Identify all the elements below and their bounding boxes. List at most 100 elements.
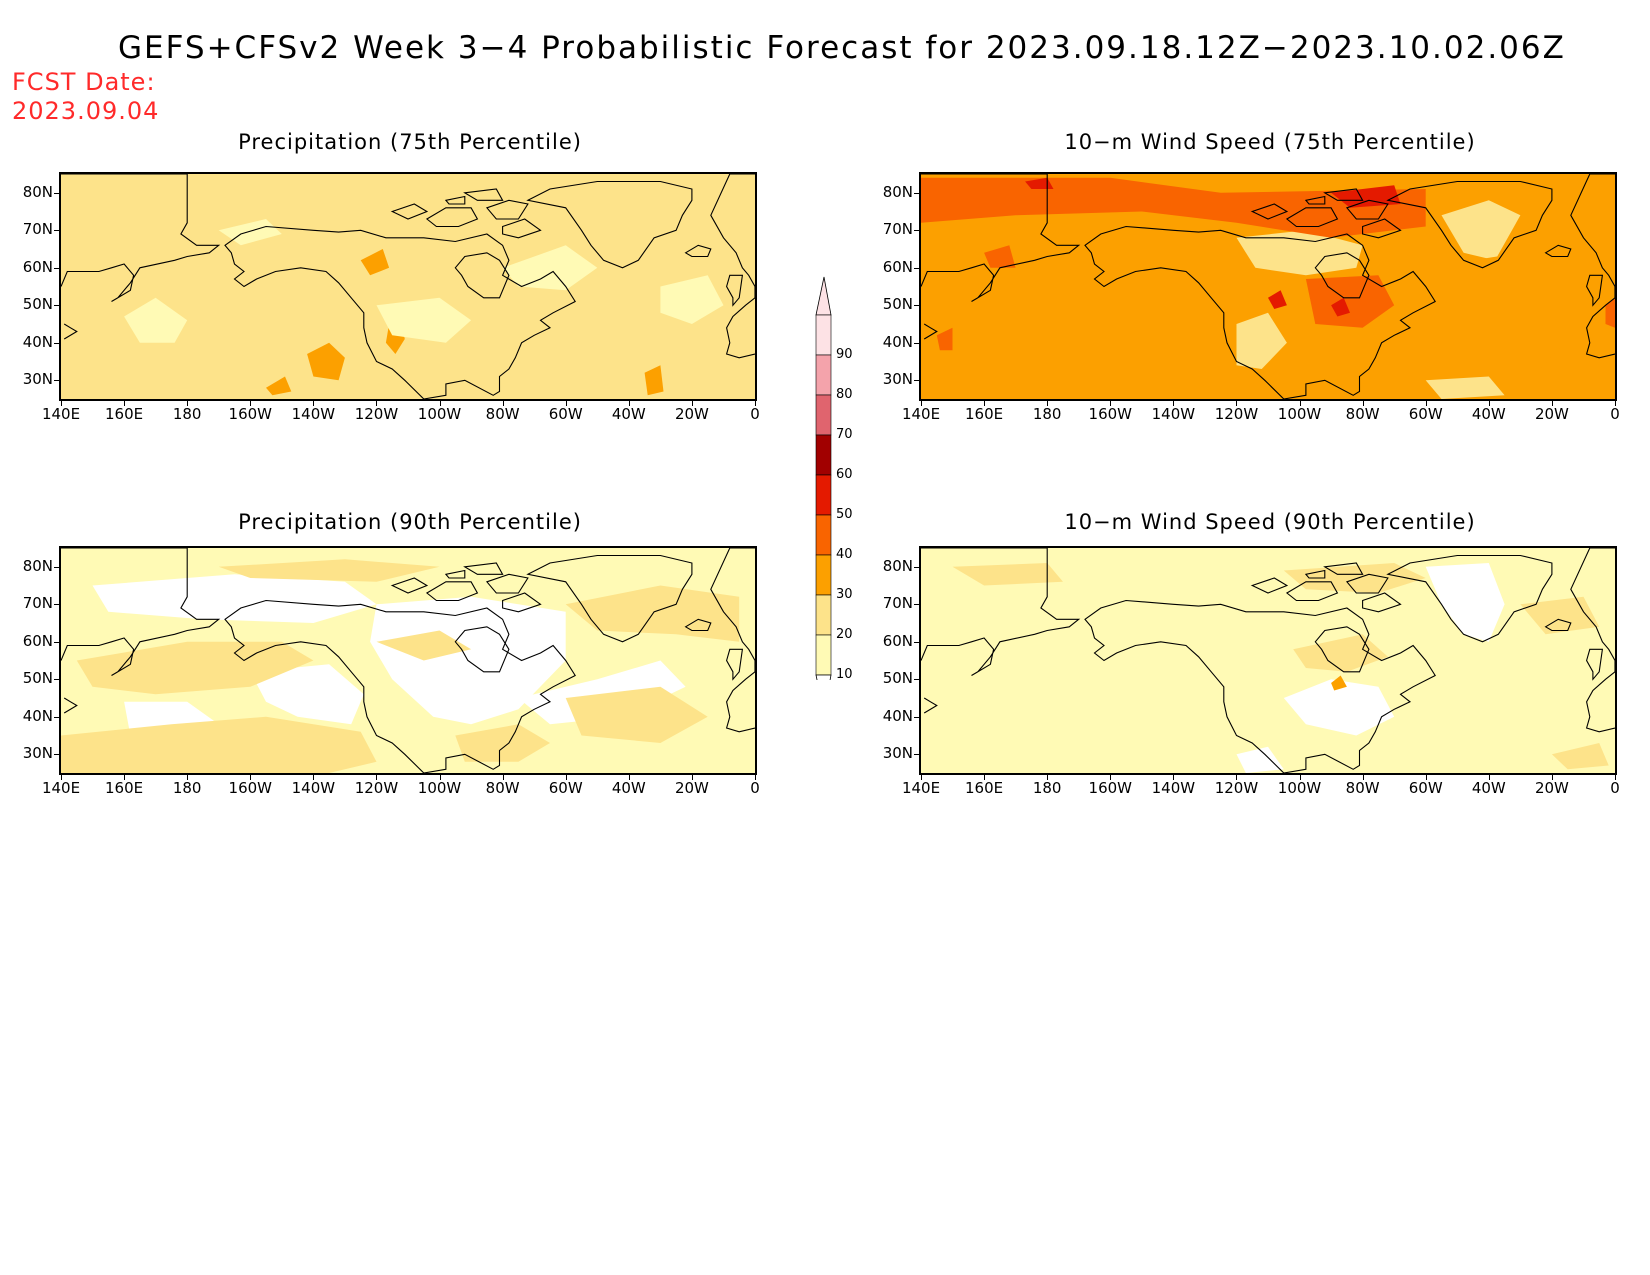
lat-label: 50N — [22, 295, 53, 314]
lat-label: 60N — [22, 257, 53, 276]
lat-tick — [914, 641, 919, 643]
lon-label: 160W — [228, 405, 272, 423]
contour-below-threshold — [1425, 563, 1505, 642]
lon-tick — [61, 401, 62, 406]
lat-tick — [914, 604, 919, 606]
lat-label: 40N — [882, 332, 913, 351]
lon-tick — [1236, 775, 1238, 780]
lat-tick — [54, 566, 59, 568]
lon-label: 120W — [1214, 405, 1259, 423]
contour-patch — [1605, 297, 1615, 328]
lon-label: 140E — [41, 405, 81, 423]
lon-label: 140W — [291, 405, 336, 423]
contour-below-threshold — [250, 664, 364, 725]
contour-patch — [124, 297, 188, 343]
contour-patch — [376, 297, 472, 343]
coastline-iceland — [1544, 618, 1572, 632]
lon-tick — [124, 401, 126, 406]
coastline-asia — [921, 548, 1081, 676]
lat-label: 80N — [882, 556, 913, 575]
contour-patch — [984, 245, 1016, 268]
coastline-arctic-island — [390, 577, 429, 594]
lon-tick — [1110, 775, 1112, 780]
coastline-arctic-island — [425, 581, 479, 602]
coastline-arctic-island — [1362, 592, 1402, 613]
panel-title-wind-90: 10−m Wind Speed (90th Percentile) — [1064, 510, 1476, 534]
map-panel-precip-75 — [59, 172, 757, 401]
lon-tick — [61, 775, 62, 780]
coastline-arctic-island — [463, 562, 504, 575]
lon-label: 140W — [1151, 779, 1196, 797]
lat-label: 60N — [22, 631, 53, 650]
coastline-arctic-island — [1362, 218, 1402, 239]
contour-patch — [1268, 290, 1287, 309]
lon-tick — [1425, 775, 1427, 780]
coastline-japan — [63, 323, 78, 340]
map-panel-wind-75 — [919, 172, 1617, 401]
colorbar-label: 60 — [836, 467, 853, 482]
lon-label: 0 — [750, 779, 760, 797]
contour-below-threshold — [92, 574, 377, 623]
lat-tick — [54, 192, 59, 194]
lat-tick — [914, 716, 919, 718]
lon-tick — [439, 401, 441, 406]
lon-tick — [628, 775, 630, 780]
lat-tick — [914, 754, 919, 756]
lon-label: 0 — [750, 405, 760, 423]
lon-tick — [1551, 401, 1553, 406]
contour-patch — [1331, 297, 1350, 317]
lat-label: 50N — [22, 669, 53, 688]
colorbar-label: 50 — [836, 507, 853, 522]
lon-label: 20W — [1534, 779, 1569, 797]
contour-patch — [660, 275, 724, 324]
coastline-arctic-island — [1323, 562, 1364, 575]
lat-label: 30N — [882, 744, 913, 763]
lon-label: 140E — [901, 405, 941, 423]
lon-tick — [1362, 775, 1364, 780]
lon-tick — [1362, 401, 1364, 406]
lon-label: 120W — [354, 405, 399, 423]
lon-tick — [187, 401, 189, 406]
coastline-greenland — [526, 180, 693, 269]
lat-label: 50N — [882, 669, 913, 688]
coastline-arctic-island — [485, 199, 529, 220]
lon-tick — [755, 401, 756, 406]
lon-tick — [250, 775, 252, 780]
lon-tick — [1615, 775, 1616, 780]
lon-label: 160E — [105, 779, 144, 797]
coastline-asia — [61, 174, 221, 302]
colorbar-swatch — [815, 354, 832, 396]
lon-tick — [921, 775, 922, 780]
lon-label: 120W — [354, 779, 399, 797]
lon-label: 180 — [1032, 779, 1062, 797]
colorbar-swatch — [815, 474, 832, 516]
contour-low — [1441, 200, 1521, 261]
lon-tick — [1299, 775, 1301, 780]
lat-tick — [914, 267, 919, 269]
field-background — [61, 174, 755, 399]
map-wind-75 — [921, 174, 1615, 399]
lon-tick — [124, 775, 126, 780]
map-panel-wind-90 — [919, 546, 1617, 775]
lat-tick — [914, 192, 919, 194]
lon-label: 160W — [1088, 405, 1132, 423]
lon-tick — [502, 775, 504, 780]
contour-patch — [1331, 675, 1347, 691]
lon-tick — [691, 401, 693, 406]
coastline-arctic-island — [1345, 199, 1389, 220]
coastline-arctic-island — [1250, 203, 1289, 220]
contour-patch — [1331, 185, 1401, 208]
coastline-north-america — [1084, 225, 1436, 399]
colorbar-label: 70 — [836, 427, 853, 442]
lon-label: 60W — [548, 405, 583, 423]
lat-label: 70N — [22, 220, 53, 239]
lon-label: 120W — [1214, 779, 1259, 797]
contour-below-threshold — [1236, 746, 1284, 773]
colorbar-label: 90 — [836, 347, 853, 362]
coastline-europe — [710, 174, 755, 359]
lat-label: 60N — [882, 257, 913, 276]
colorbar-label: 10 — [836, 667, 853, 682]
lat-tick — [914, 230, 919, 232]
panel-title-precip-90: Precipitation (90th Percentile) — [238, 510, 582, 534]
lon-tick — [250, 401, 252, 406]
